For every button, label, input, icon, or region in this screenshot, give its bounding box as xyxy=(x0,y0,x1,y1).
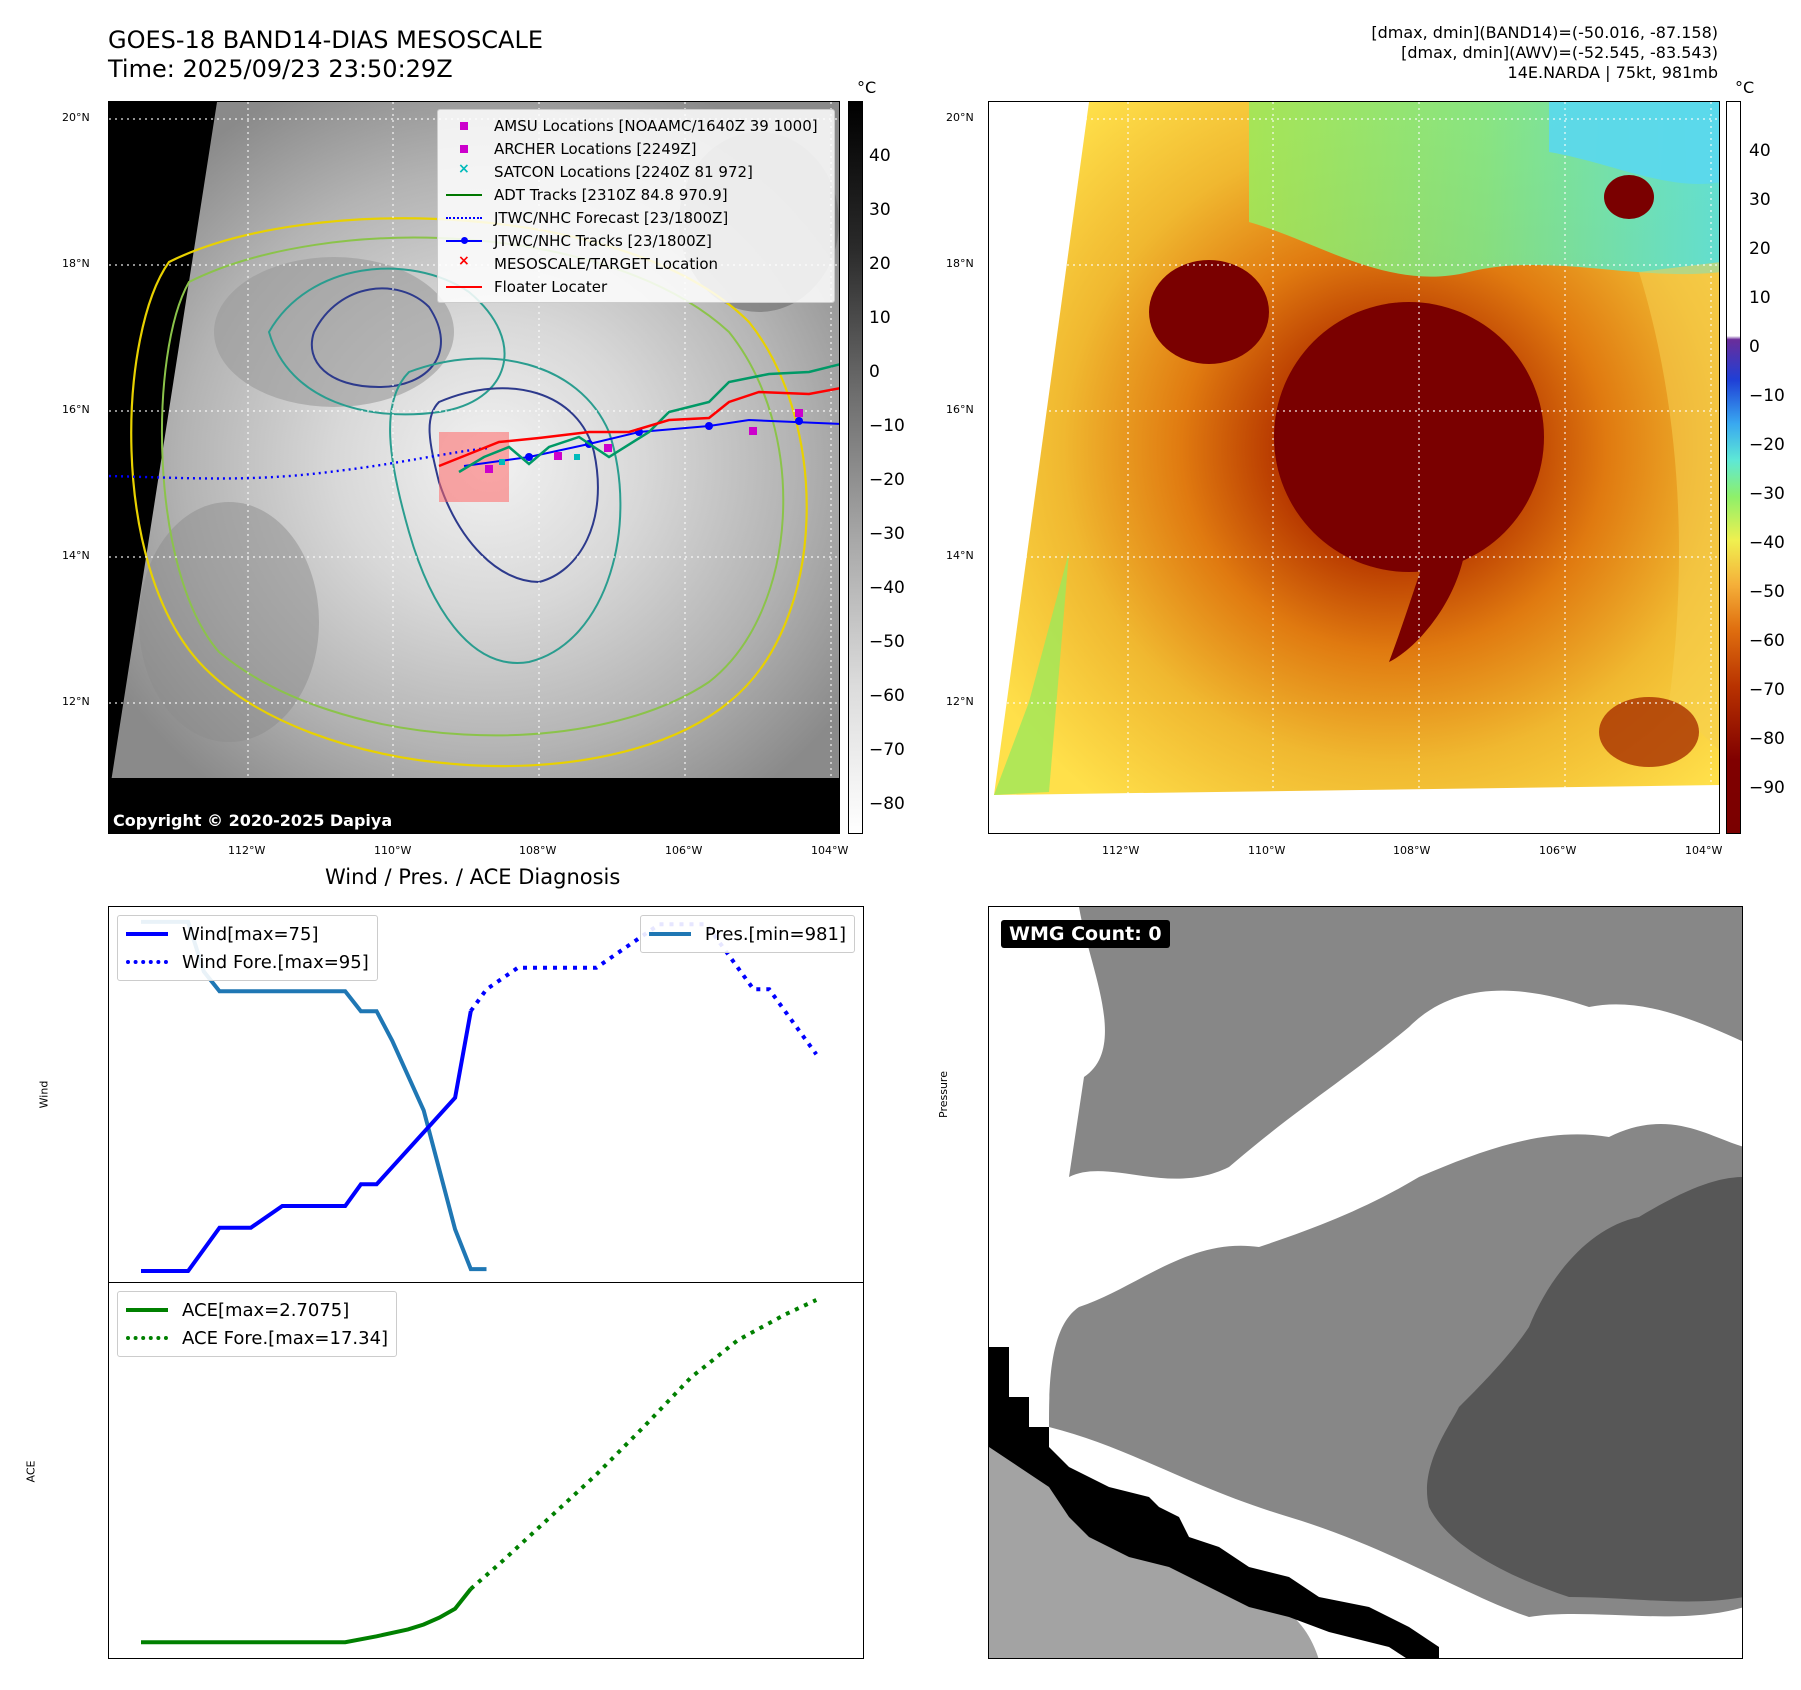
cb-right-tick: −90 xyxy=(1749,778,1785,798)
copyright-notice: Copyright © 2020-2025 Dapiya xyxy=(113,811,393,830)
legend-satcon: × SATCON Locations [2240Z 81 972] xyxy=(458,160,753,181)
legend-ace: ACE[max=2.7075] xyxy=(182,1299,350,1321)
lat-label-14n: 14°N xyxy=(62,549,90,562)
cb-right-tick: 10 xyxy=(1749,288,1771,308)
cb-right-tick: 40 xyxy=(1749,141,1771,161)
lon-label-106w: 106°W xyxy=(665,844,703,857)
ace-chart: 0.02.55.07.510.012.515.017.5 ACE[max=2.7… xyxy=(108,1282,864,1659)
cb-left-tick: −40 xyxy=(869,578,905,598)
cb-left-tick: −30 xyxy=(869,524,905,544)
lat-label-20n: 20°N xyxy=(946,111,974,124)
cb-right-tick: −20 xyxy=(1749,435,1785,455)
legend-forecast: JTWC/NHC Forecast [23/1800Z] xyxy=(446,206,826,229)
wind-pressure-chart: 2030405060708090980985990995100010051010… xyxy=(108,906,864,1283)
lon-label-110w: 110°W xyxy=(1248,844,1286,857)
cb-left-tick: 40 xyxy=(869,146,891,166)
cb-right-tick: −10 xyxy=(1749,386,1785,406)
diagnosis-title: Wind / Pres. / ACE Diagnosis xyxy=(325,865,621,889)
lon-label-108w: 108°W xyxy=(1393,844,1431,857)
legend-wind: Wind[max=75] xyxy=(182,923,319,945)
figure-title: GOES-18 BAND14-DIAS MESOSCALE xyxy=(108,26,544,54)
legend-adt: ADT Tracks [2310Z 84.8 970.9] xyxy=(446,183,826,206)
wind-axis-label: Wind xyxy=(37,1080,51,1109)
ace-plot: 0.02.55.07.510.012.515.017.5 xyxy=(141,1298,818,1645)
cb-right-tick: −30 xyxy=(1749,484,1785,504)
cb-left-tick: −80 xyxy=(869,794,905,814)
cb-left-tick: −60 xyxy=(869,686,905,706)
cb-right-tick: −40 xyxy=(1749,533,1785,553)
dmax-band14: [dmax, dmin](BAND14)=(-50.016, -87.158) xyxy=(1371,23,1718,42)
cb-right-tick: −60 xyxy=(1749,631,1785,651)
map-legend: AMSU Locations [NOAAMC/1640Z 39 1000] AR… xyxy=(437,109,835,303)
lat-label-12n: 12°N xyxy=(62,695,90,708)
legend-amsu: AMSU Locations [NOAAMC/1640Z 39 1000] xyxy=(446,114,826,137)
lon-label-104w: 104°W xyxy=(1685,844,1723,857)
lat-label-20n: 20°N xyxy=(62,111,90,124)
lon-label-112w: 112°W xyxy=(228,844,266,857)
wmg-classification-map xyxy=(989,907,1742,1658)
legend-ace-forecast: ACE Fore.[max=17.34] xyxy=(182,1327,389,1349)
lat-label-12n: 12°N xyxy=(946,695,974,708)
wind-series-line xyxy=(141,1010,473,1273)
band14-map-panel: Copyright © 2020-2025 Dapiya AMSU Locati… xyxy=(108,101,840,834)
lon-label-110w: 110°W xyxy=(374,844,412,857)
lat-label-18n: 18°N xyxy=(946,257,974,270)
lat-label-18n: 18°N xyxy=(62,257,90,270)
legend-archer: ARCHER Locations [2249Z] xyxy=(446,137,826,160)
wmg-panel: WMG Count: 0 xyxy=(988,906,1743,1659)
ace-series-line xyxy=(141,1587,473,1645)
lat-label-16n: 16°N xyxy=(62,403,90,416)
legend-pressure: Pres.[min=981] xyxy=(704,923,846,945)
figure-time: Time: 2025/09/23 23:50:29Z xyxy=(108,55,453,83)
cb-left-tick: 20 xyxy=(869,254,891,274)
cb-right-tick: 30 xyxy=(1749,190,1771,210)
colorbar-right xyxy=(1726,101,1741,834)
storm-info: 14E.NARDA | 75kt, 981mb xyxy=(1507,63,1718,82)
wmg-count-badge: WMG Count: 0 xyxy=(1001,920,1170,948)
lon-label-112w: 112°W xyxy=(1102,844,1140,857)
cb-left-tick: 30 xyxy=(869,200,891,220)
dmax-awv: [dmax, dmin](AWV)=(-52.545, -83.543) xyxy=(1401,43,1718,62)
cb-left-tick: −50 xyxy=(869,632,905,652)
cb-right-tick: 0 xyxy=(1749,337,1760,357)
lon-label-106w: 106°W xyxy=(1539,844,1577,857)
pressure-legend: Pres.[min=981] xyxy=(639,915,855,953)
ace-legend: ACE[max=2.7075] ACE Fore.[max=17.34] xyxy=(117,1291,398,1357)
cb-left-tick: 10 xyxy=(869,308,891,328)
ace-axis-label: ACE xyxy=(24,1460,38,1483)
awv-map-panel xyxy=(988,101,1720,834)
cb-right-tick: −80 xyxy=(1749,729,1785,749)
legend-wind-forecast: Wind Fore.[max=95] xyxy=(182,951,369,973)
lat-label-16n: 16°N xyxy=(946,403,974,416)
colorbar-left xyxy=(848,101,863,834)
colorbar-right-unit: °C xyxy=(1735,78,1755,97)
legend-target: × MESOSCALE/TARGET Location xyxy=(458,252,719,273)
awv-imagery xyxy=(989,102,1719,833)
cb-right-tick: −50 xyxy=(1749,582,1785,602)
cb-left-tick: 0 xyxy=(869,362,880,382)
legend-floater: Floater Locater xyxy=(446,275,826,298)
wind-legend: Wind[max=75] Wind Fore.[max=95] xyxy=(117,915,378,981)
cb-left-tick: −20 xyxy=(869,470,905,490)
lat-label-14n: 14°N xyxy=(946,549,974,562)
lon-label-108w: 108°W xyxy=(519,844,557,857)
cb-right-tick: 20 xyxy=(1749,239,1771,259)
cb-right-tick: −70 xyxy=(1749,680,1785,700)
ace-forecast-series-line xyxy=(469,1298,818,1591)
lon-label-104w: 104°W xyxy=(811,844,849,857)
pressure-axis-label: Pressure xyxy=(936,1071,950,1118)
cb-left-tick: −10 xyxy=(869,416,905,436)
colorbar-left-unit: °C xyxy=(857,78,877,97)
legend-tracks: JTWC/NHC Tracks [23/1800Z] xyxy=(446,229,826,252)
cb-left-tick: −70 xyxy=(869,740,905,760)
